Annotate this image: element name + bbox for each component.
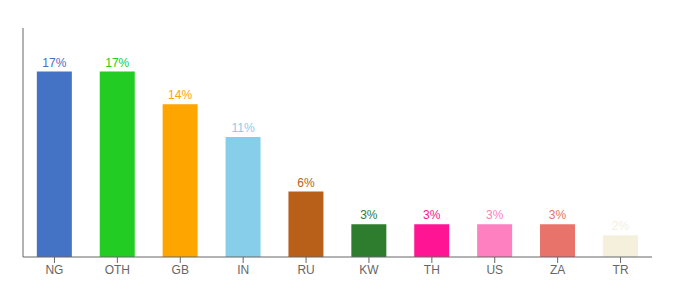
- svg-text:17%: 17%: [42, 56, 66, 70]
- svg-text:TR: TR: [613, 263, 629, 277]
- svg-text:3%: 3%: [486, 208, 504, 222]
- svg-text:KW: KW: [359, 263, 379, 277]
- svg-text:GB: GB: [172, 263, 189, 277]
- svg-text:US: US: [486, 263, 503, 277]
- svg-text:3%: 3%: [549, 208, 567, 222]
- svg-text:6%: 6%: [297, 176, 315, 190]
- svg-text:RU: RU: [297, 263, 314, 277]
- svg-text:3%: 3%: [423, 208, 441, 222]
- svg-text:11%: 11%: [231, 121, 254, 135]
- svg-text:TH: TH: [424, 263, 440, 277]
- svg-text:IN: IN: [237, 263, 249, 277]
- svg-text:OTH: OTH: [105, 263, 130, 277]
- svg-text:17%: 17%: [105, 56, 129, 70]
- svg-text:2%: 2%: [612, 219, 630, 233]
- svg-text:14%: 14%: [168, 88, 192, 102]
- svg-text:3%: 3%: [360, 208, 378, 222]
- svg-text:NG: NG: [45, 263, 63, 277]
- svg-text:ZA: ZA: [550, 263, 565, 277]
